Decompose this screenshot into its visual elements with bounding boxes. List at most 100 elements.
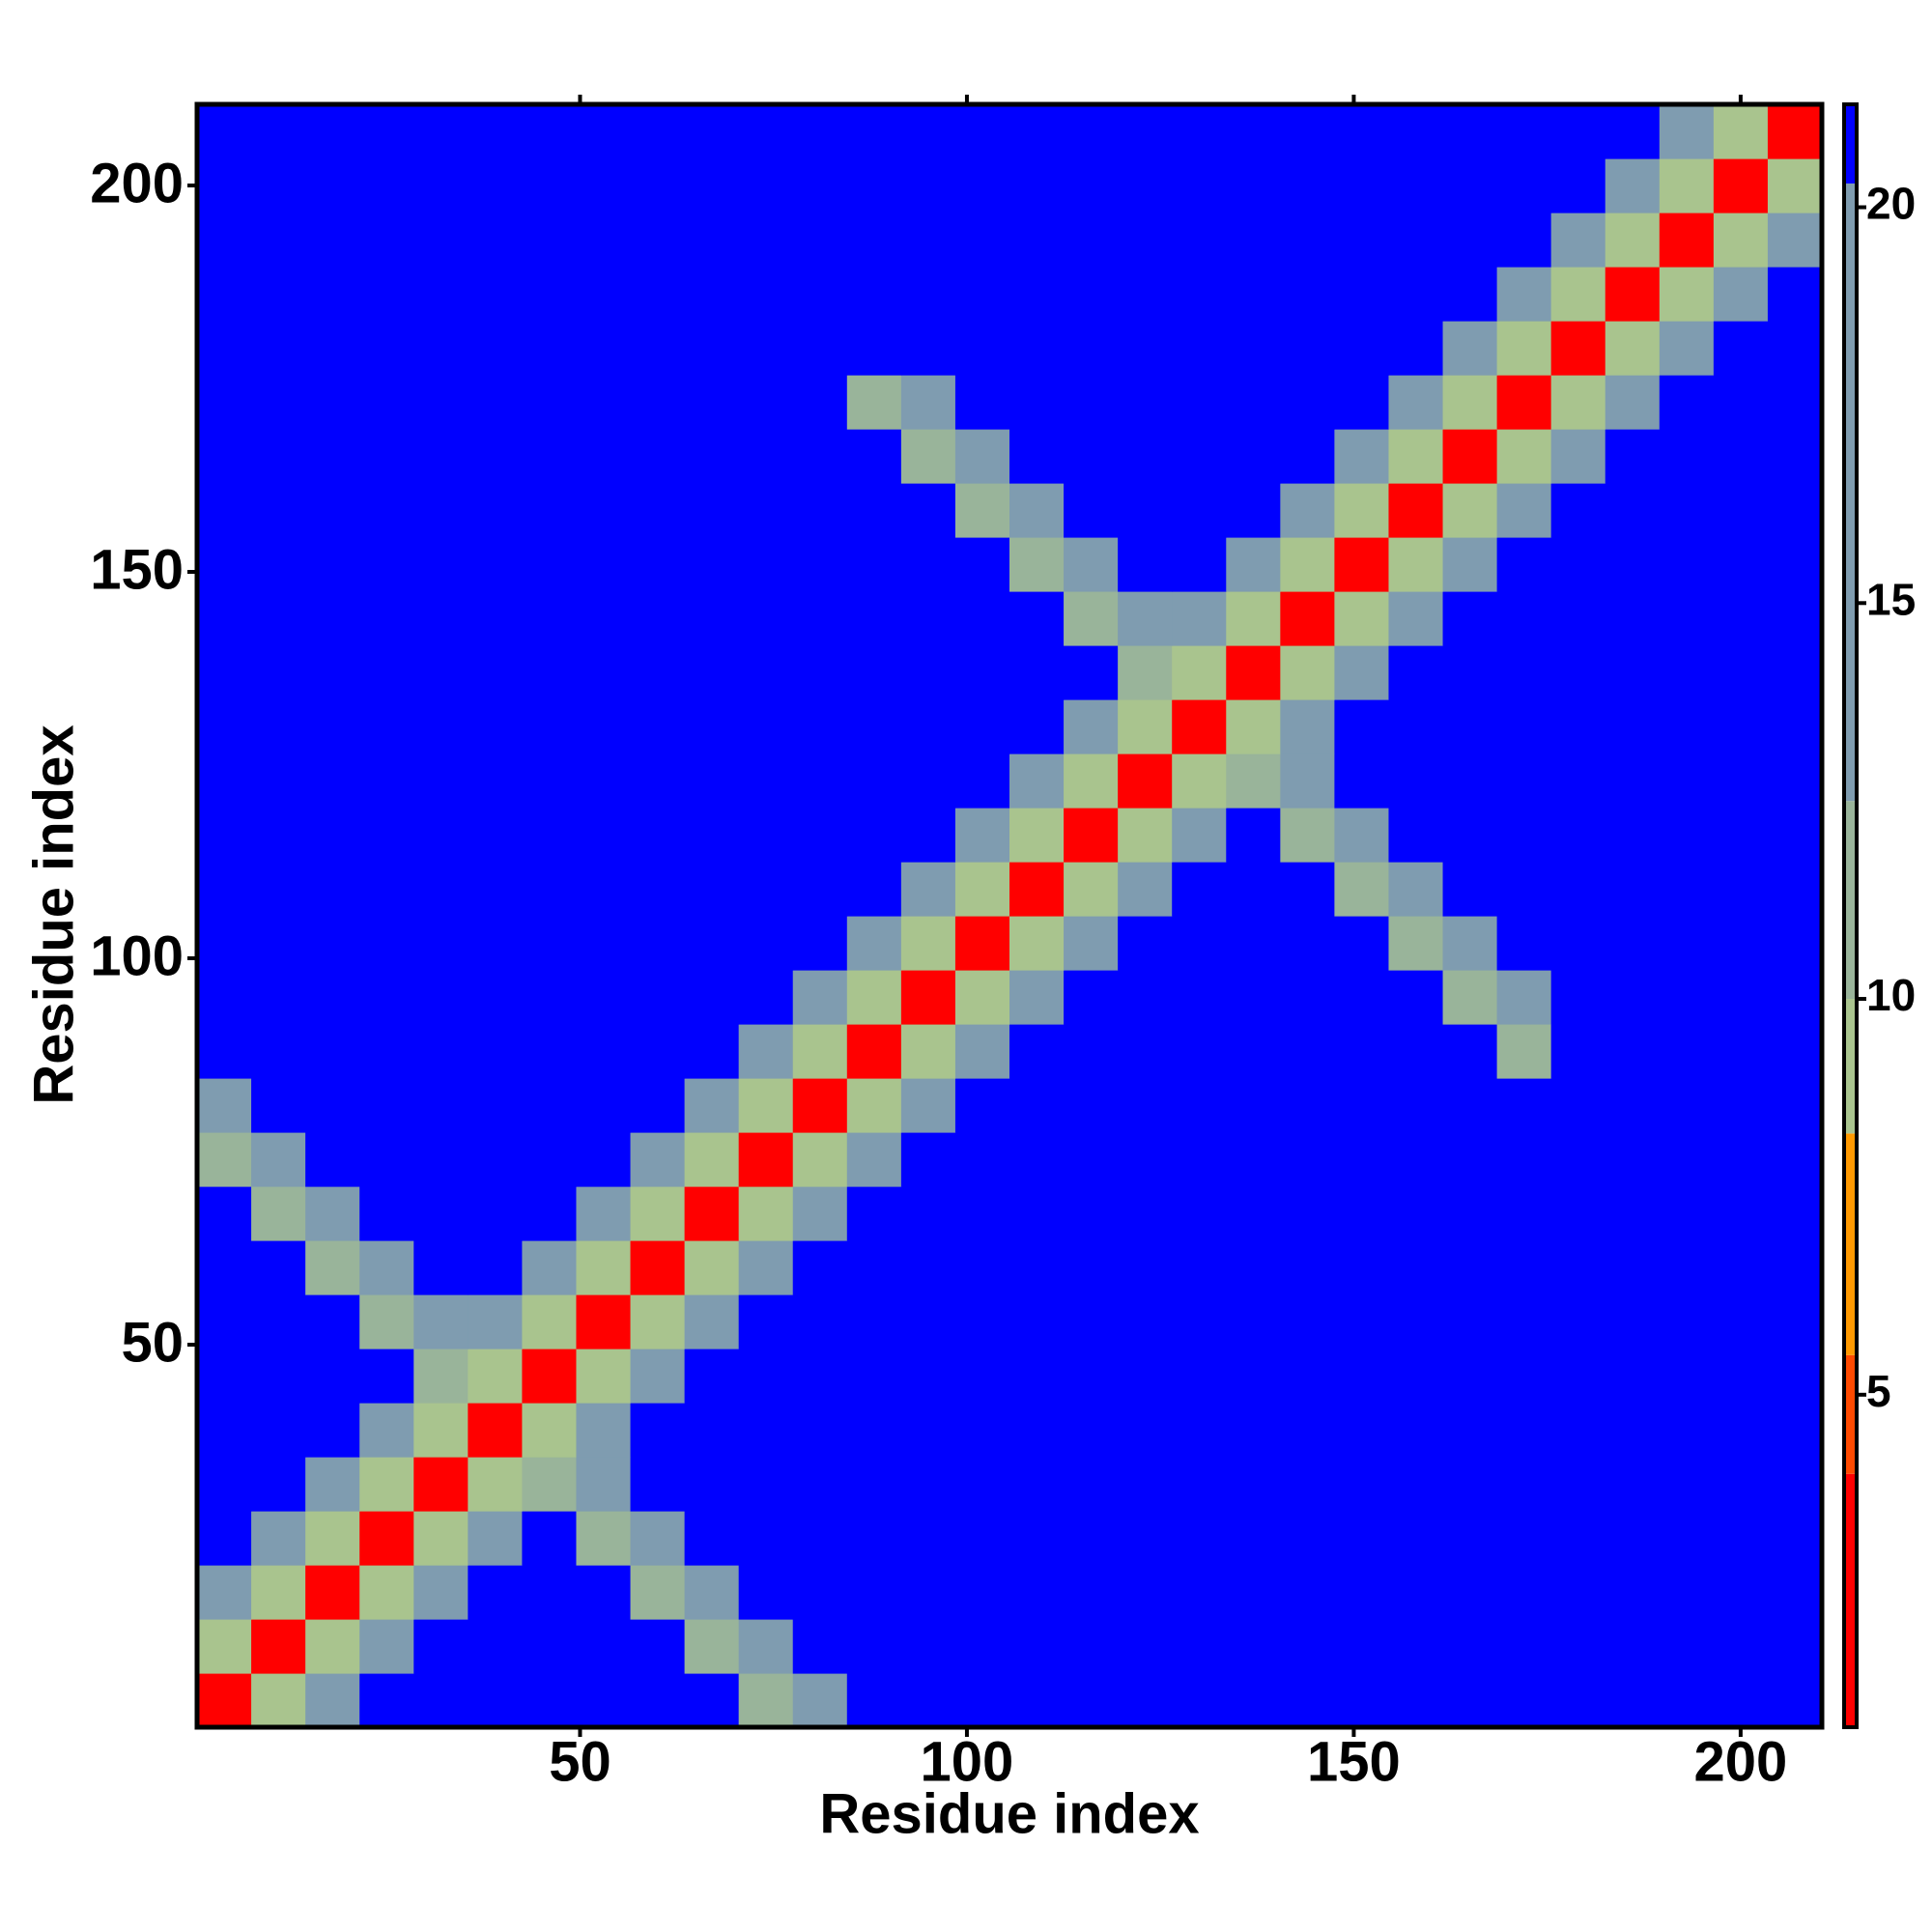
heatmap-cell (1388, 970, 1444, 1025)
heatmap-cell (954, 970, 1010, 1025)
heatmap-cell (359, 1457, 414, 1512)
heatmap-cell (359, 808, 414, 863)
heatmap-cell (1334, 267, 1390, 322)
heatmap-cell (251, 1619, 306, 1674)
heatmap-cell (197, 1294, 252, 1350)
heatmap-cell (792, 158, 848, 213)
heatmap-cell (197, 104, 252, 159)
heatmap-cell (1496, 213, 1552, 268)
heatmap-cell (1334, 1349, 1390, 1404)
heatmap-cell (1280, 483, 1335, 538)
heatmap-cell (1334, 429, 1390, 484)
heatmap-cell (1280, 213, 1335, 268)
heatmap-cell (1659, 1619, 1715, 1674)
heatmap-cell (1009, 321, 1065, 376)
heatmap-cell (1280, 862, 1335, 917)
heatmap-cell (1713, 1186, 1769, 1241)
heatmap-cell (576, 1349, 632, 1404)
heatmap-cell (251, 645, 306, 700)
heatmap-cell (305, 591, 360, 646)
heatmap-cell (900, 970, 956, 1025)
heatmap-cell (413, 213, 469, 268)
heatmap-cell (1118, 483, 1173, 538)
heatmap-cell (359, 213, 414, 268)
heatmap-cell (954, 1132, 1010, 1187)
heatmap-cell (576, 1511, 632, 1566)
heatmap-cell (413, 1457, 469, 1512)
heatmap-cell (1226, 1565, 1281, 1620)
heatmap-cell (1605, 483, 1661, 538)
heatmap-cell (197, 213, 252, 268)
heatmap-cell (251, 483, 306, 538)
heatmap-cell (522, 1132, 578, 1187)
heatmap-cell (359, 1078, 414, 1133)
heatmap-cell (576, 267, 632, 322)
heatmap-cell (1172, 591, 1227, 646)
heatmap-cell (792, 862, 848, 917)
heatmap-cell (1064, 970, 1119, 1025)
heatmap-cell (1442, 1078, 1498, 1133)
heatmap-cell (1064, 321, 1119, 376)
heatmap-cell (1009, 158, 1065, 213)
heatmap-cell (1767, 1240, 1823, 1295)
heatmap-cell (305, 1619, 360, 1674)
heatmap-cell (1226, 104, 1281, 159)
heatmap-cell (738, 808, 794, 863)
heatmap-cell (1496, 1349, 1552, 1404)
heatmap-cell (1713, 1673, 1769, 1728)
heatmap-cell (900, 591, 956, 646)
heatmap-cell (1442, 1565, 1498, 1620)
heatmap-cell (1496, 916, 1552, 971)
heatmap-cell (738, 1024, 794, 1079)
heatmap-cell (251, 267, 306, 322)
heatmap-cell (1659, 645, 1715, 700)
heatmap-cell (1172, 267, 1227, 322)
heatmap-cell (305, 1403, 360, 1458)
y-tick-label: 50 (121, 1311, 184, 1374)
heatmap-cell (413, 1511, 469, 1566)
heatmap-cell (1226, 1673, 1281, 1728)
heatmap-cell (522, 1565, 578, 1620)
heatmap-cell (954, 1078, 1010, 1133)
heatmap-cell (1172, 916, 1227, 971)
heatmap-cell (1226, 321, 1281, 376)
heatmap-cell (1226, 158, 1281, 213)
heatmap-cell (1064, 104, 1119, 159)
heatmap-cell (468, 1349, 523, 1404)
heatmap-cell (954, 158, 1010, 213)
heatmap-cell (1226, 537, 1281, 592)
heatmap-cell (522, 1024, 578, 1079)
heatmap-cell (576, 104, 632, 159)
heatmap-cell (954, 591, 1010, 646)
x-tick-label: 100 (921, 1730, 1014, 1793)
heatmap-cell (900, 1024, 956, 1079)
heatmap-cell (1118, 1294, 1173, 1350)
heatmap-cell (522, 158, 578, 213)
heatmap-cell (1118, 862, 1173, 917)
heatmap-cell (468, 1619, 523, 1674)
heatmap-cell (1064, 429, 1119, 484)
heatmap-cell (846, 375, 902, 430)
heatmap-cell (1388, 1619, 1444, 1674)
heatmap-cell (1009, 862, 1065, 917)
heatmap-cell (1172, 537, 1227, 592)
heatmap-cell (630, 375, 686, 430)
heatmap-cell (1659, 213, 1715, 268)
heatmap-cell (738, 753, 794, 809)
heatmap-cell (1226, 213, 1281, 268)
heatmap-cell (1496, 1024, 1552, 1079)
heatmap-cell (900, 213, 956, 268)
heatmap-cell (630, 808, 686, 863)
heatmap-cell (954, 1186, 1010, 1241)
heatmap-cell (630, 1565, 686, 1620)
heatmap-cell (1280, 267, 1335, 322)
colorbar-band (1844, 183, 1857, 802)
heatmap-cell (1550, 808, 1606, 863)
heatmap-cell (1280, 1619, 1335, 1674)
heatmap-cell (846, 267, 902, 322)
heatmap-cell (468, 970, 523, 1025)
heatmap-cell (1605, 375, 1661, 430)
heatmap-cell (792, 537, 848, 592)
heatmap-cell (1659, 970, 1715, 1025)
heatmap-cell (251, 375, 306, 430)
